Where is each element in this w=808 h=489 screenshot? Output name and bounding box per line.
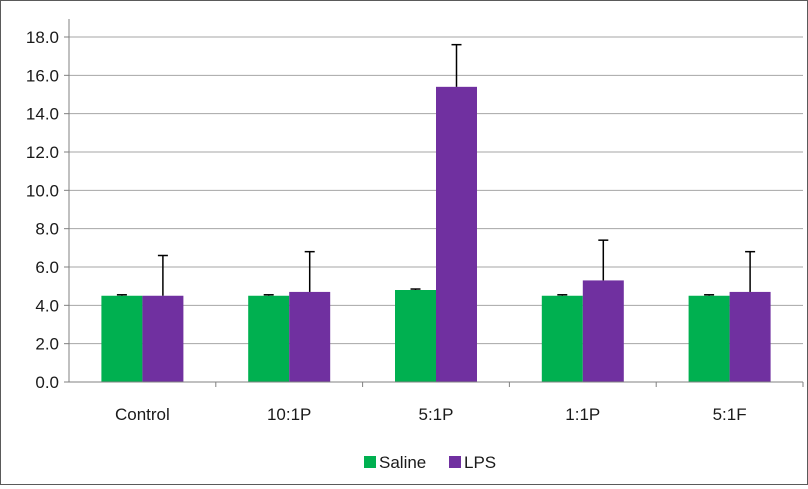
y-tick-label: 0.0 xyxy=(35,373,59,392)
y-tick-label: 14.0 xyxy=(26,105,59,124)
bar-saline-5:1P xyxy=(395,290,436,382)
error-bars xyxy=(117,45,755,296)
bar-saline-5:1F xyxy=(689,296,730,382)
y-tick-label: 6.0 xyxy=(35,258,59,277)
bar-saline-10:1P xyxy=(248,296,289,382)
y-tick-label: 10.0 xyxy=(26,181,59,200)
legend-label-lps: LPS xyxy=(464,453,496,472)
bar-lps-5:1F xyxy=(730,292,771,382)
legend-swatch-saline xyxy=(364,456,376,468)
legend-label-saline: Saline xyxy=(379,453,426,472)
bar-lps-10:1P xyxy=(289,292,330,382)
bar-lps-1:1P xyxy=(583,280,624,382)
y-tick-label: 4.0 xyxy=(35,296,59,315)
y-tick-labels: 0.0 2.0 4.0 6.0 8.0 10.0 12.0 14.0 16.0 18.0 xyxy=(26,28,59,392)
y-tick-label: 18.0 xyxy=(26,28,59,47)
legend-swatch-lps xyxy=(449,456,461,468)
bars xyxy=(101,87,770,382)
x-category-label: 1:1P xyxy=(565,405,600,424)
y-tick-label: 16.0 xyxy=(26,66,59,85)
bar-saline-Control xyxy=(101,296,142,382)
bar-lps-5:1P xyxy=(436,87,477,382)
x-category-label: 5:1P xyxy=(419,405,454,424)
x-category-label: 5:1F xyxy=(713,405,747,424)
x-category-labels: Control 10:1P 5:1P 1:1P 5:1F xyxy=(115,405,747,424)
legend: Saline LPS xyxy=(364,453,496,472)
x-category-label: Control xyxy=(115,405,170,424)
y-tick-label: 2.0 xyxy=(35,335,59,354)
y-tick-label: 12.0 xyxy=(26,143,59,162)
bar-saline-1:1P xyxy=(542,296,583,382)
bar-lps-Control xyxy=(142,296,183,382)
y-tick-label: 8.0 xyxy=(35,220,59,239)
x-category-label: 10:1P xyxy=(267,405,311,424)
